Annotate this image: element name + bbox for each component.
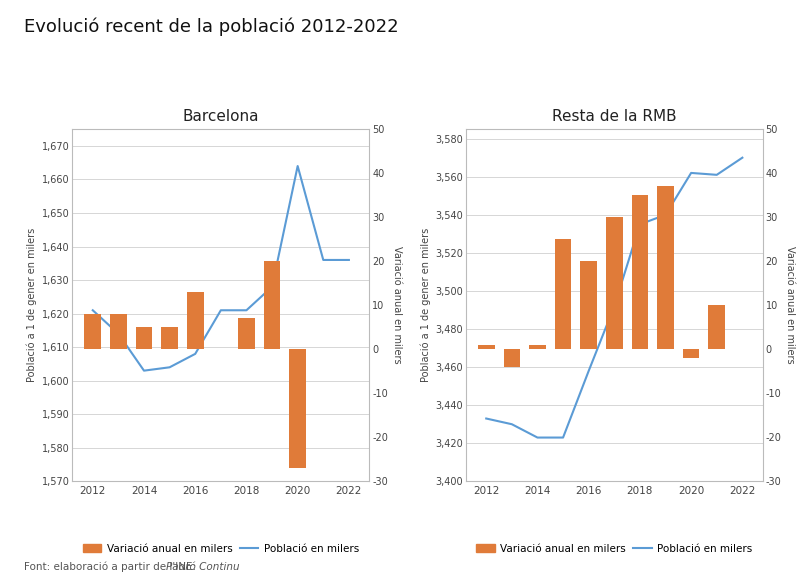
Text: Font: elaboració a partir de l'INE:: Font: elaboració a partir de l'INE:	[24, 562, 199, 572]
Bar	[656, 186, 673, 349]
Legend: Variació anual en milers, Població en milers: Variació anual en milers, Població en mi…	[476, 544, 751, 554]
Y-axis label: Població a 1 de gener en milers: Població a 1 de gener en milers	[27, 228, 38, 382]
Bar	[707, 305, 724, 349]
Bar	[136, 328, 152, 349]
Text: Evolució recent de la població 2012-2022: Evolució recent de la població 2012-2022	[24, 18, 399, 36]
Bar	[682, 349, 699, 358]
Legend: Variació anual en milers, Població en milers: Variació anual en milers, Població en mi…	[83, 544, 358, 554]
Bar	[580, 261, 596, 349]
Bar	[554, 239, 571, 349]
Bar	[161, 328, 178, 349]
Bar	[263, 261, 280, 349]
Bar	[606, 217, 622, 349]
Y-axis label: Població a 1 de gener en milers: Població a 1 de gener en milers	[420, 228, 431, 382]
Bar	[529, 345, 545, 349]
Bar	[238, 318, 254, 349]
Bar	[84, 314, 101, 349]
Y-axis label: Variació anual en milers: Variació anual en milers	[784, 247, 795, 364]
Y-axis label: Variació anual en milers: Variació anual en milers	[391, 247, 402, 364]
Title: Resta de la RMB: Resta de la RMB	[551, 109, 676, 124]
Bar	[289, 349, 306, 468]
Title: Barcelona: Barcelona	[182, 109, 259, 124]
Bar	[477, 345, 494, 349]
Bar	[503, 349, 520, 367]
Bar	[187, 292, 203, 349]
Bar	[631, 195, 647, 349]
Bar	[110, 314, 127, 349]
Text: Padró Continu: Padró Continu	[165, 562, 239, 572]
